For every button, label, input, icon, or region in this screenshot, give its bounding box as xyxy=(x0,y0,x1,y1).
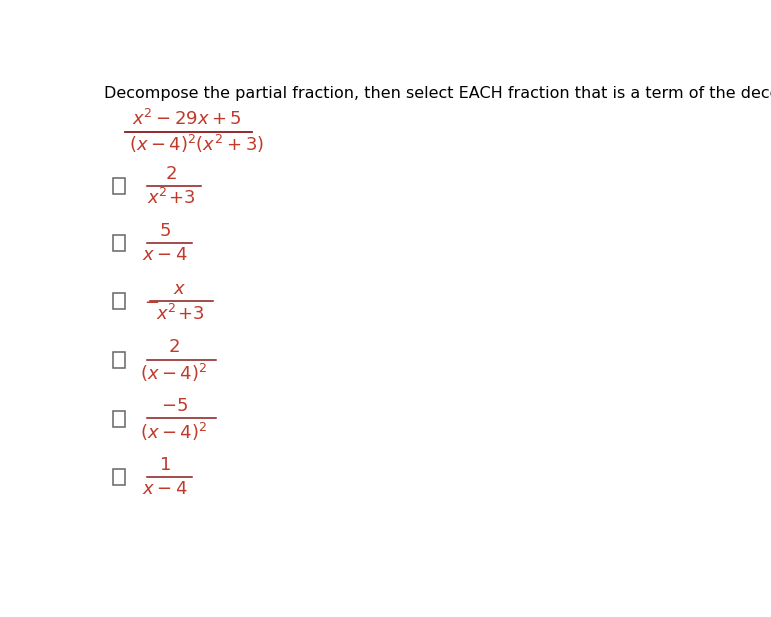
Text: $x^2-29x+5$: $x^2-29x+5$ xyxy=(133,109,242,129)
Text: $(x-4)^2(x^2+3)$: $(x-4)^2(x^2+3)$ xyxy=(130,133,264,155)
Text: Decompose the partial fraction, then select EACH fraction that is a term of the : Decompose the partial fraction, then sel… xyxy=(104,86,771,101)
Text: $(x-4)^2$: $(x-4)^2$ xyxy=(140,421,207,443)
Text: $x$: $x$ xyxy=(173,280,187,298)
Text: $2$: $2$ xyxy=(165,165,177,183)
Text: $1$: $1$ xyxy=(160,455,171,474)
Text: $x-4$: $x-4$ xyxy=(143,480,188,499)
FancyBboxPatch shape xyxy=(113,293,125,310)
FancyBboxPatch shape xyxy=(113,469,125,485)
FancyBboxPatch shape xyxy=(113,178,125,194)
Text: $(x-4)^2$: $(x-4)^2$ xyxy=(140,362,207,384)
Text: $-$: $-$ xyxy=(144,292,160,310)
Text: $x-4$: $x-4$ xyxy=(143,246,188,263)
FancyBboxPatch shape xyxy=(113,411,125,427)
Text: $-5$: $-5$ xyxy=(160,397,187,415)
FancyBboxPatch shape xyxy=(113,234,125,251)
Text: $5$: $5$ xyxy=(159,222,171,240)
Text: $x^2\!+\!3$: $x^2\!+\!3$ xyxy=(156,304,204,324)
Text: $2$: $2$ xyxy=(168,338,180,356)
FancyBboxPatch shape xyxy=(113,352,125,368)
Text: $x^2\!+\!3$: $x^2\!+\!3$ xyxy=(146,188,195,207)
